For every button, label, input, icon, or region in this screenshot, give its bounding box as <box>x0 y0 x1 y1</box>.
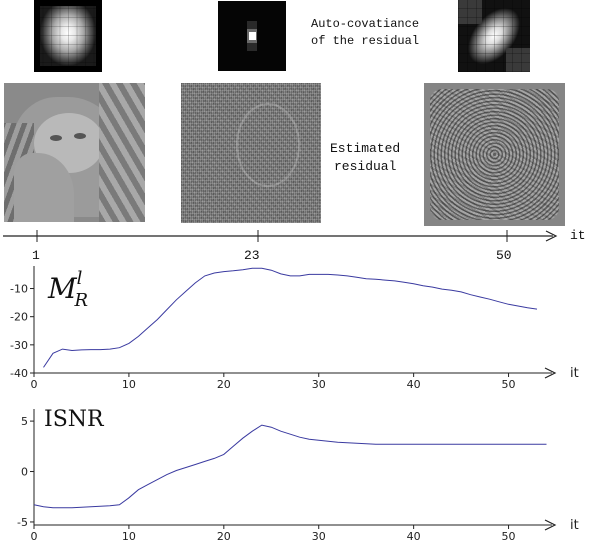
y-tick-label: -40 <box>10 367 28 380</box>
x-tick-label: 0 <box>31 530 38 543</box>
timeline-tick-label-50: 50 <box>496 248 512 263</box>
x-tick-label: 30 <box>312 530 326 543</box>
timeline-axis-label: it <box>570 228 586 243</box>
x-tick-label: 10 <box>122 378 136 391</box>
x-tick-label: 30 <box>312 378 326 391</box>
x-tick-label: 20 <box>217 530 231 543</box>
y-tick-label: -10 <box>10 283 28 296</box>
mrl-ylabel-sup: l <box>76 268 83 289</box>
residual-image-it50 <box>424 83 565 226</box>
timeline-arrow-head <box>545 230 558 242</box>
mrl-ylabel-sub: R <box>74 290 88 311</box>
mrl-ylabel-main: M <box>48 272 77 305</box>
autocov-thumbnail-it23 <box>218 1 286 71</box>
residual-image-it1 <box>4 83 145 222</box>
mrl-chart-ylabel: MlR <box>48 268 88 311</box>
x-axis-arrow <box>544 519 557 531</box>
y-tick-label: -20 <box>10 311 28 324</box>
autocov-thumbnail-it50 <box>458 0 530 72</box>
x-tick-label: 40 <box>407 378 421 391</box>
series-line <box>43 267 538 368</box>
x-tick-label: 10 <box>122 530 136 543</box>
mrl-chart: 0 10 20 30 40 50 -10 -20 -30 -40 it <box>10 266 579 391</box>
x-axis-label: it <box>570 366 579 381</box>
y-tick-label: 0 <box>21 466 28 479</box>
isnr-chart-ylabel: ISNR <box>44 407 104 432</box>
x-tick-label: 40 <box>407 530 421 543</box>
autocov-thumbnail-it1 <box>34 0 102 72</box>
y-tick-label: 5 <box>21 415 28 428</box>
estimated-residual-caption-line2: residual <box>334 159 397 174</box>
estimated-residual-caption-line1: Estimated <box>330 141 401 156</box>
x-tick-label: 0 <box>31 378 38 391</box>
y-tick-label: -5 <box>17 516 28 529</box>
x-tick-label: 20 <box>217 378 231 391</box>
x-tick-label: 50 <box>502 530 516 543</box>
y-tick-label: -30 <box>10 339 28 352</box>
autocov-caption-line2: of the residual <box>311 34 420 48</box>
x-axis-arrow <box>544 367 557 379</box>
x-tick-label: 50 <box>502 378 516 391</box>
timeline-tick-label-1: 1 <box>32 248 40 263</box>
timeline-tick-label-23: 23 <box>244 248 260 263</box>
autocov-caption-line1: Auto-covatiance <box>311 17 420 31</box>
x-axis-label: it <box>570 518 579 533</box>
residual-image-it23 <box>181 83 321 223</box>
iteration-timeline <box>3 230 558 242</box>
series-line <box>33 424 547 509</box>
